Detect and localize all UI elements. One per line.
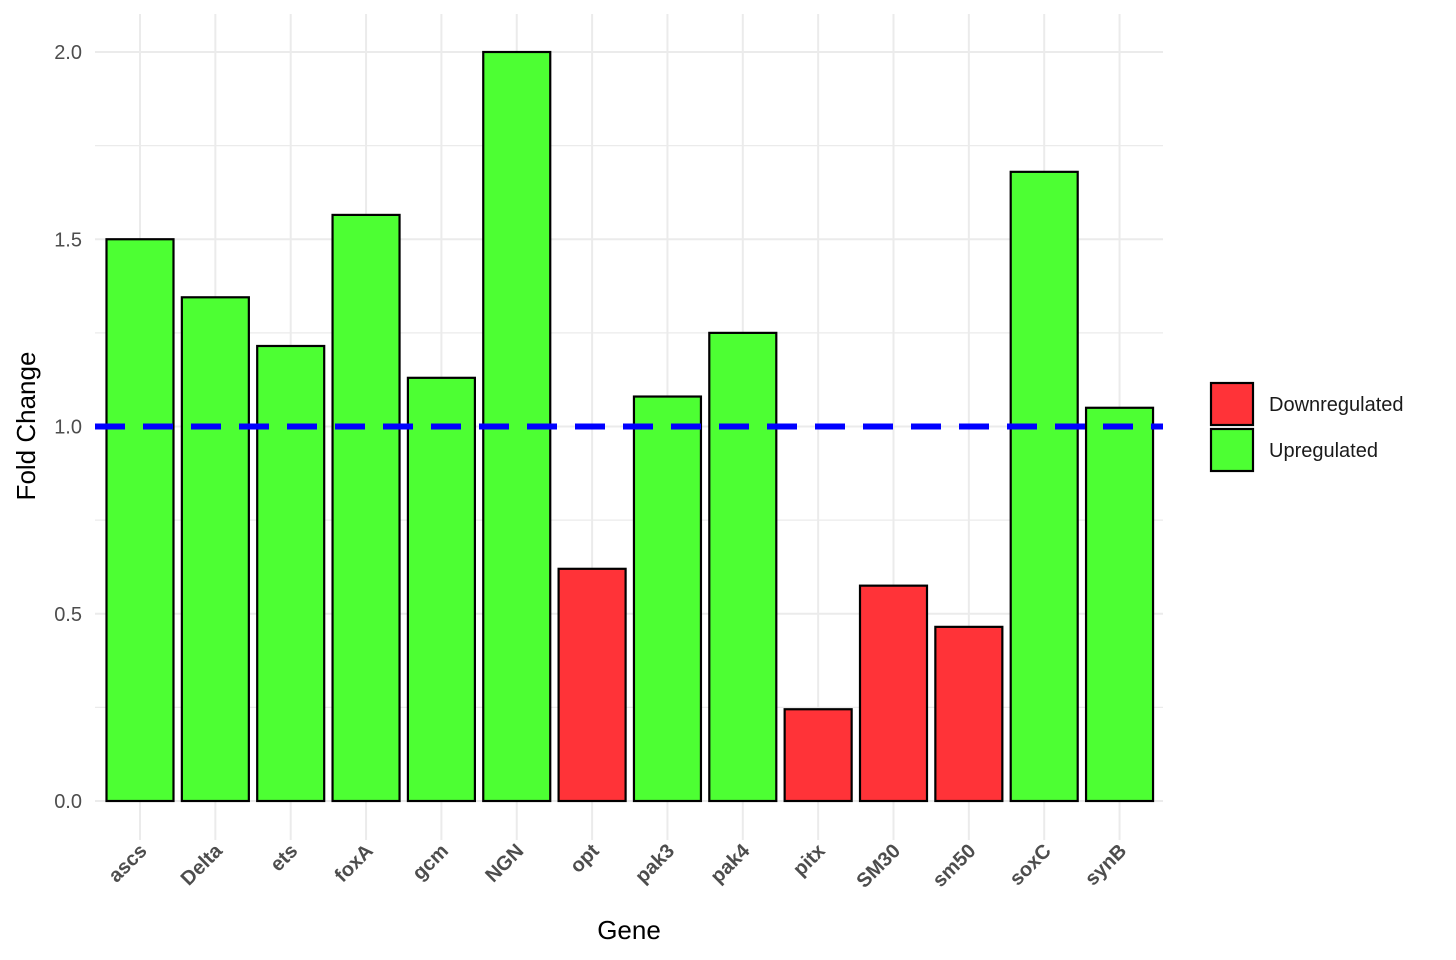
bar-opt (557, 567, 627, 803)
bar-soxc (1009, 170, 1079, 803)
y-tick-label: 0.5 (54, 604, 82, 626)
y-axis-ticks: 0.0 0.5 1.0 1.5 2.0 (54, 42, 82, 813)
x-tick-label: sm50 (929, 840, 981, 892)
x-tick-label: NGN (481, 840, 528, 887)
x-tick-label: opt (566, 840, 604, 878)
x-axis-ticks: ascs Delta ets foxA gcm NGN opt pak3 pak4 pitx SM3… (105, 839, 1132, 892)
y-tick-label: 0.0 (54, 791, 82, 813)
x-tick-label: ascs (105, 840, 152, 887)
x-tick-label: SM30 (853, 840, 906, 893)
bar-ets (256, 344, 326, 803)
y-tick-label: 1.0 (54, 417, 82, 439)
x-tick-label: ets (266, 840, 302, 876)
x-tick-label: soxC (1006, 840, 1056, 890)
bars (105, 50, 1155, 803)
legend-label: Downregulated (1269, 394, 1404, 416)
bar-pak4 (708, 331, 778, 803)
legend-key-upregulated (1209, 427, 1255, 473)
y-tick-label: 1.5 (54, 229, 82, 251)
bar-ascs (105, 238, 175, 803)
bar-sm30 (858, 584, 929, 803)
legend-key-downregulated (1209, 381, 1255, 427)
y-tick-label: 2.0 (54, 42, 82, 64)
y-axis-title: Fold Change (11, 352, 41, 501)
x-tick-label: gcm (408, 840, 453, 885)
legend: Downregulated Upregulated (1209, 381, 1404, 473)
x-tick-label: synB (1081, 840, 1131, 890)
legend-label: Upregulated (1269, 440, 1378, 462)
x-tick-label: Delta (177, 839, 228, 890)
x-tick-label: pak3 (631, 840, 679, 888)
x-tick-label: pak4 (707, 839, 755, 887)
bar-gcm (406, 376, 476, 803)
bar-pak3 (632, 395, 703, 803)
bar-sm50 (934, 625, 1004, 803)
bar-pitx (783, 708, 853, 803)
x-axis-title: Gene (597, 915, 661, 945)
bar-foxa (331, 213, 401, 803)
x-tick-label: foxA (331, 840, 378, 887)
bar-delta (180, 296, 250, 803)
x-tick-label: pitx (789, 840, 830, 881)
bar-synb (1084, 406, 1155, 803)
